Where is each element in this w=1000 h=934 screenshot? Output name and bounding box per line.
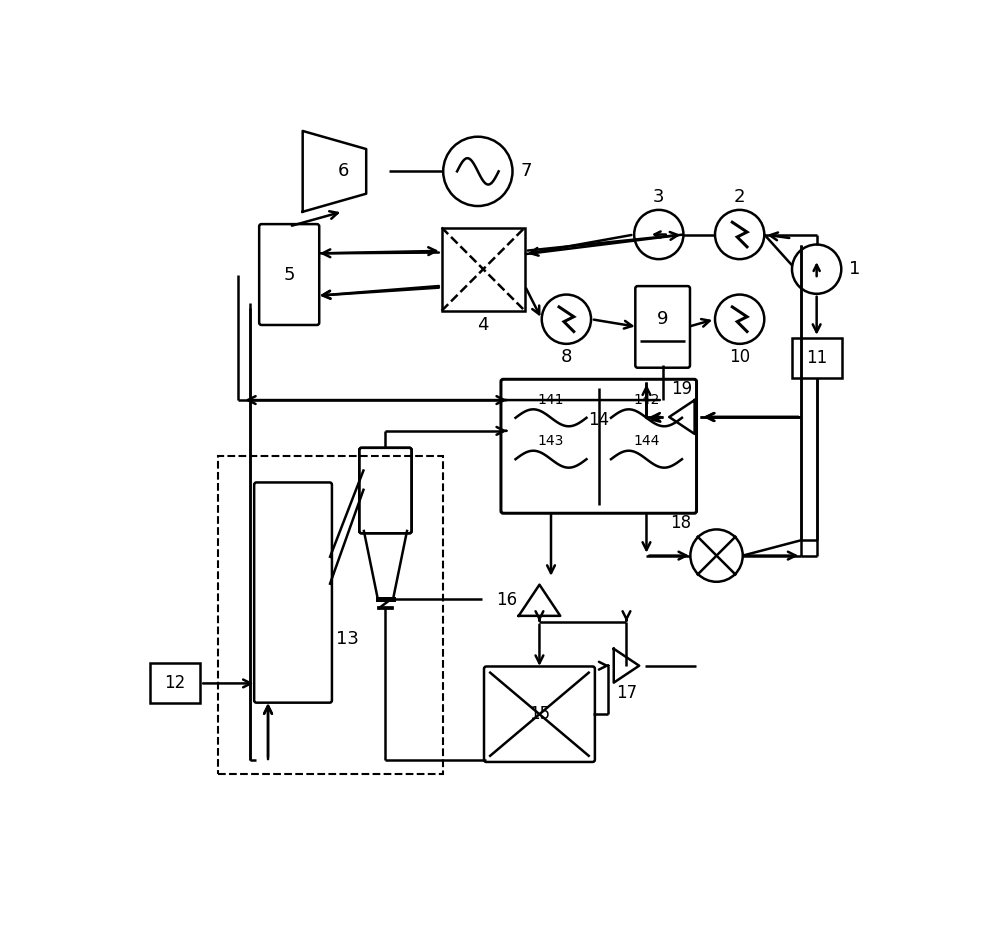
Text: 13: 13: [336, 630, 358, 648]
Text: 141: 141: [538, 392, 564, 406]
Text: 18: 18: [671, 515, 692, 532]
Text: 19: 19: [671, 380, 692, 398]
Text: 16: 16: [497, 591, 518, 609]
Text: 15: 15: [529, 705, 550, 723]
Text: 17: 17: [616, 685, 637, 702]
Text: 142: 142: [633, 392, 660, 406]
Text: 8: 8: [561, 348, 572, 366]
Text: 12: 12: [165, 674, 186, 692]
Text: 10: 10: [729, 348, 750, 366]
Text: 11: 11: [806, 348, 827, 367]
Text: 6: 6: [337, 163, 349, 180]
Text: 2: 2: [734, 188, 745, 205]
Text: 3: 3: [653, 188, 665, 205]
Text: 5: 5: [283, 265, 295, 284]
Text: 9: 9: [657, 310, 668, 328]
Text: 4: 4: [477, 316, 489, 333]
Text: 7: 7: [521, 163, 532, 180]
Text: 143: 143: [538, 434, 564, 448]
Text: 14: 14: [588, 411, 609, 430]
Text: 1: 1: [849, 261, 860, 278]
Text: 144: 144: [633, 434, 660, 448]
